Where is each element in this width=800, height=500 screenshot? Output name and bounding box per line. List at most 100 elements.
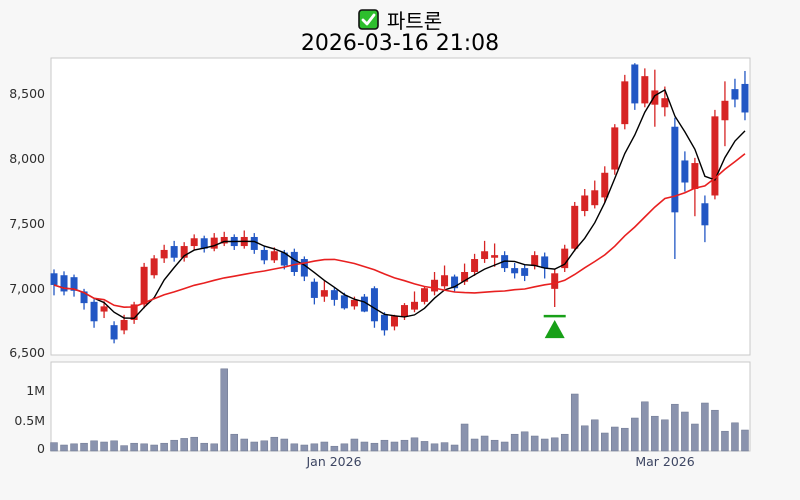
- price-tick-8000: 8,000: [9, 151, 45, 166]
- candle-up: [411, 301, 419, 310]
- volume-bar: [310, 443, 319, 452]
- price-tick-7500: 7,500: [9, 216, 45, 231]
- volume-bar: [340, 443, 349, 452]
- volume-bar: [380, 439, 389, 452]
- volume-bar: [280, 438, 289, 452]
- volume-bar: [731, 422, 739, 452]
- volume-bar: [250, 441, 259, 452]
- volume-bar: [641, 401, 649, 452]
- volume-bar: [80, 442, 88, 452]
- volume-bar: [591, 419, 599, 452]
- candle-up: [140, 266, 148, 305]
- volume-bar: [420, 441, 429, 452]
- candle-up: [190, 238, 198, 247]
- candle-down: [70, 277, 78, 291]
- volume-bar: [140, 443, 148, 452]
- volume-bar: [691, 423, 699, 452]
- candle-up: [270, 251, 278, 261]
- volume-bar: [480, 435, 489, 452]
- volume-bar: [170, 439, 178, 452]
- candle-up: [431, 279, 439, 292]
- candle-up: [581, 195, 589, 212]
- volume-tick-1m: 1M: [26, 383, 45, 398]
- volume-bar: [621, 427, 629, 452]
- price-pane: [50, 57, 751, 356]
- volume-bar: [350, 438, 359, 452]
- volume-bar: [260, 440, 269, 452]
- volume-bar: [661, 419, 669, 452]
- volume-bar: [230, 433, 239, 452]
- volume-bar: [150, 444, 158, 452]
- volume-bar: [460, 423, 469, 452]
- short-ma-line: [53, 88, 746, 320]
- volume-bar: [440, 442, 449, 452]
- volume-bar: [300, 444, 309, 452]
- volume-bar: [180, 438, 188, 452]
- candle-up: [661, 98, 669, 108]
- candle-up: [160, 249, 168, 259]
- volume-bar: [651, 415, 659, 452]
- volume-bar: [270, 436, 279, 452]
- candle-down: [280, 252, 288, 266]
- candle-down: [330, 290, 338, 300]
- candle-down: [631, 64, 639, 104]
- candle-up: [150, 258, 158, 276]
- volume-bar: [470, 438, 479, 452]
- volume-bar: [601, 432, 609, 452]
- volume-bar: [631, 417, 639, 452]
- candle-up: [491, 255, 499, 258]
- volume-bar: [60, 444, 68, 452]
- volume-bar: [370, 442, 379, 452]
- date-tick-mar-2026: Mar 2026: [635, 454, 695, 469]
- candle-up: [220, 236, 228, 244]
- volume-bar: [450, 444, 459, 452]
- volume-bar: [611, 426, 619, 452]
- volume-bar: [210, 443, 218, 452]
- candle-down: [60, 275, 68, 292]
- volume-bar: [550, 437, 559, 452]
- volume-bar: [50, 442, 58, 452]
- candle-up: [711, 116, 719, 196]
- candle-down: [451, 276, 459, 289]
- volume-bar: [400, 439, 409, 452]
- candle-up: [471, 259, 479, 272]
- chart-datetime: 2026-03-16 21:08: [300, 31, 500, 56]
- candle-down: [260, 249, 268, 261]
- candle-up: [120, 319, 128, 331]
- volume-tick-05m: 0.5M: [14, 413, 45, 428]
- candle-down: [360, 296, 368, 312]
- volume-bar: [671, 403, 679, 452]
- buy-marker-triangle-icon: [544, 319, 565, 339]
- candle-up: [551, 273, 559, 289]
- checked-checkbox-icon: [358, 9, 379, 30]
- candle-down: [300, 259, 308, 277]
- volume-bar: [110, 440, 118, 452]
- volume-bar: [510, 433, 519, 452]
- candle-down: [541, 256, 549, 269]
- volume-bar: [741, 429, 749, 452]
- candle-up: [621, 81, 629, 125]
- candle-up: [641, 76, 649, 104]
- volume-bar: [130, 442, 138, 452]
- candle-up: [481, 251, 489, 260]
- candle-down: [90, 301, 98, 322]
- candle-down: [681, 160, 689, 183]
- volume-bar: [330, 445, 339, 452]
- candle-up: [561, 248, 569, 269]
- volume-bar: [580, 425, 589, 452]
- volume-bar: [520, 431, 529, 452]
- volume-bar: [530, 435, 539, 452]
- candle-up: [100, 306, 108, 312]
- candle-down: [110, 325, 118, 340]
- chart-title: 파트론: [0, 5, 800, 34]
- candle-up: [721, 100, 729, 121]
- volume-bar: [390, 441, 399, 452]
- volume-bar: [100, 441, 108, 452]
- candle-down: [370, 288, 378, 322]
- candle-up: [130, 304, 138, 320]
- candle-up: [320, 290, 328, 297]
- volume-bar: [430, 443, 439, 452]
- candle-up: [531, 255, 539, 266]
- volume-bar: [290, 443, 299, 452]
